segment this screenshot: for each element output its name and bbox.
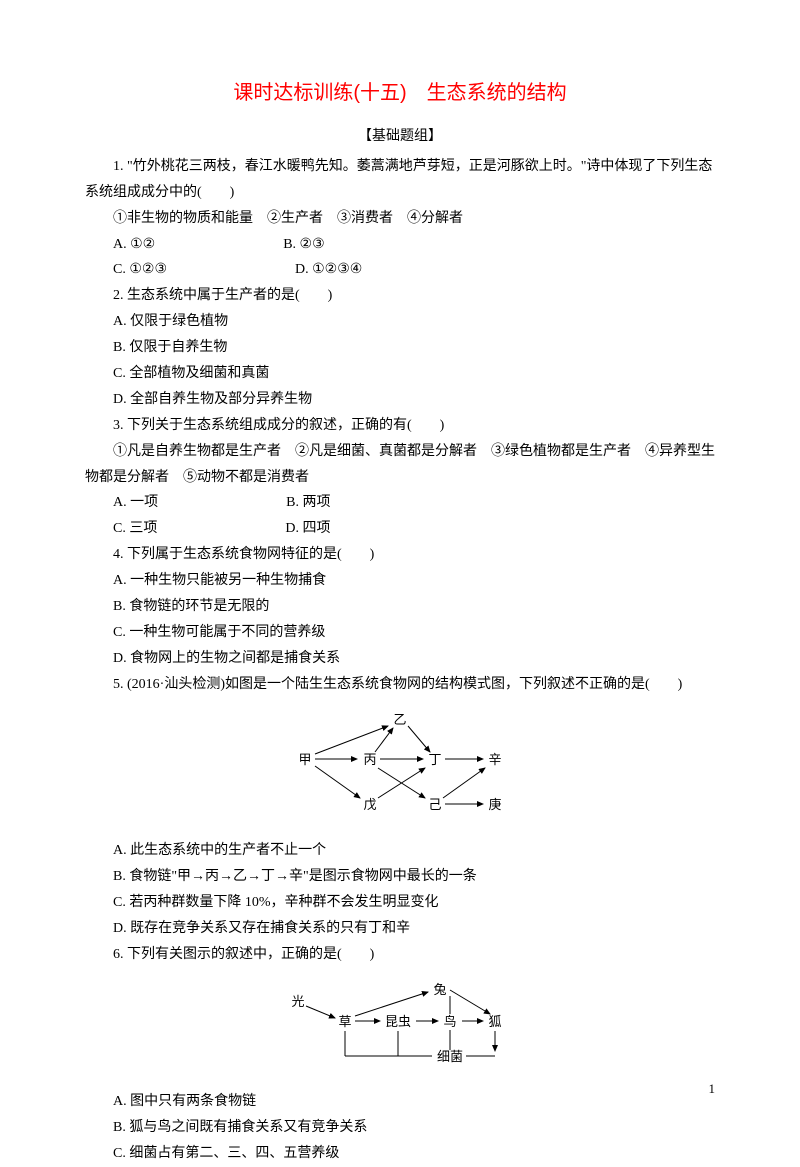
q4-c: C. 一种生物可能属于不同的营养级 bbox=[85, 620, 715, 646]
q4-a: A. 一种生物只能被另一种生物捕食 bbox=[85, 568, 715, 594]
q5-stem: 5. (2016·汕头检测)如图是一个陆生生态系统食物网的结构模式图，下列叙述不… bbox=[85, 672, 715, 698]
node-xijun: 细菌 bbox=[437, 1049, 463, 1064]
q3-row2: C. 三项 D. 四项 bbox=[85, 516, 715, 542]
q2-c: C. 全部植物及细菌和真菌 bbox=[85, 361, 715, 387]
q1-b: B. ②③ bbox=[255, 232, 324, 258]
q5-a: A. 此生态系统中的生产者不止一个 bbox=[85, 838, 715, 864]
q6-diagram: 光 草 昆虫 兔 鸟 狐 细菌 bbox=[85, 976, 715, 1081]
q4-d: D. 食物网上的生物之间都是捕食关系 bbox=[85, 646, 715, 672]
node-tu: 兔 bbox=[433, 982, 446, 997]
node-niao: 鸟 bbox=[443, 1014, 456, 1029]
node-bing: 丙 bbox=[363, 752, 376, 767]
q1-c: C. ①②③ bbox=[113, 262, 167, 277]
page-title: 课时达标训练(十五) 生态系统的结构 bbox=[85, 75, 715, 112]
q6-b: B. 狐与鸟之间既有捕食关系又有竞争关系 bbox=[85, 1115, 715, 1141]
q3-stem: 3. 下列关于生态系统组成成分的叙述，正确的有( ) bbox=[85, 413, 715, 439]
section-subtitle: 【基础题组】 bbox=[85, 124, 715, 150]
node-cao: 草 bbox=[338, 1014, 351, 1029]
node-guang: 光 bbox=[291, 994, 304, 1009]
node-jia: 甲 bbox=[298, 752, 311, 767]
node-geng: 庚 bbox=[488, 797, 501, 812]
q6-a: A. 图中只有两条食物链 bbox=[85, 1089, 715, 1115]
q1-sub: ①非生物的物质和能量 ②生产者 ③消费者 ④分解者 bbox=[85, 206, 715, 232]
node-ji: 己 bbox=[428, 797, 441, 812]
q2-stem: 2. 生态系统中属于生产者的是( ) bbox=[85, 283, 715, 309]
q1-row1: A. ①② B. ②③ bbox=[85, 232, 715, 258]
q3-sub: ①凡是自养生物都是生产者 ②凡是细菌、真菌都是分解者 ③绿色植物都是生产者 ④异… bbox=[85, 439, 715, 491]
q3-d: D. 四项 bbox=[257, 516, 330, 542]
node-hu: 狐 bbox=[488, 1014, 501, 1029]
q2-a: A. 仅限于绿色植物 bbox=[85, 309, 715, 335]
page-number: 1 bbox=[709, 1077, 716, 1101]
q5-b: B. 食物链"甲→丙→乙→丁→辛"是图示食物网中最长的一条 bbox=[85, 864, 715, 890]
node-ding: 丁 bbox=[428, 752, 441, 767]
q4-stem: 4. 下列属于生态系统食物网特征的是( ) bbox=[85, 542, 715, 568]
q2-d: D. 全部自养生物及部分异养生物 bbox=[85, 387, 715, 413]
q6-stem: 6. 下列有关图示的叙述中，正确的是( ) bbox=[85, 942, 715, 968]
q4-b: B. 食物链的环节是无限的 bbox=[85, 594, 715, 620]
node-yi: 乙 bbox=[393, 712, 406, 727]
q2-b: B. 仅限于自养生物 bbox=[85, 335, 715, 361]
q5-c: C. 若丙种群数量下降 10%，辛种群不会发生明显变化 bbox=[85, 890, 715, 916]
node-xin: 辛 bbox=[488, 752, 501, 767]
q1-stem: 1. "竹外桃花三两枝，春江水暖鸭先知。萎蒿满地芦芽短，正是河豚欲上时。"诗中体… bbox=[85, 154, 715, 206]
node-wu: 戊 bbox=[363, 797, 376, 812]
q5-diagram: 乙 甲 丙 丁 辛 戊 己 庚 bbox=[85, 706, 715, 831]
q3-row1: A. 一项 B. 两项 bbox=[85, 490, 715, 516]
q5-d: D. 既存在竞争关系又存在捕食关系的只有丁和辛 bbox=[85, 916, 715, 942]
q3-c: C. 三项 bbox=[113, 521, 157, 536]
q6-c: C. 细菌占有第二、三、四、五营养级 bbox=[85, 1141, 715, 1167]
q3-b: B. 两项 bbox=[258, 490, 330, 516]
node-kunchong: 昆虫 bbox=[385, 1014, 411, 1029]
q3-a: A. 一项 bbox=[113, 495, 158, 510]
q1-d: D. ①②③④ bbox=[267, 257, 362, 283]
q1-a: A. ①② bbox=[113, 237, 155, 252]
q1-row2: C. ①②③ D. ①②③④ bbox=[85, 257, 715, 283]
